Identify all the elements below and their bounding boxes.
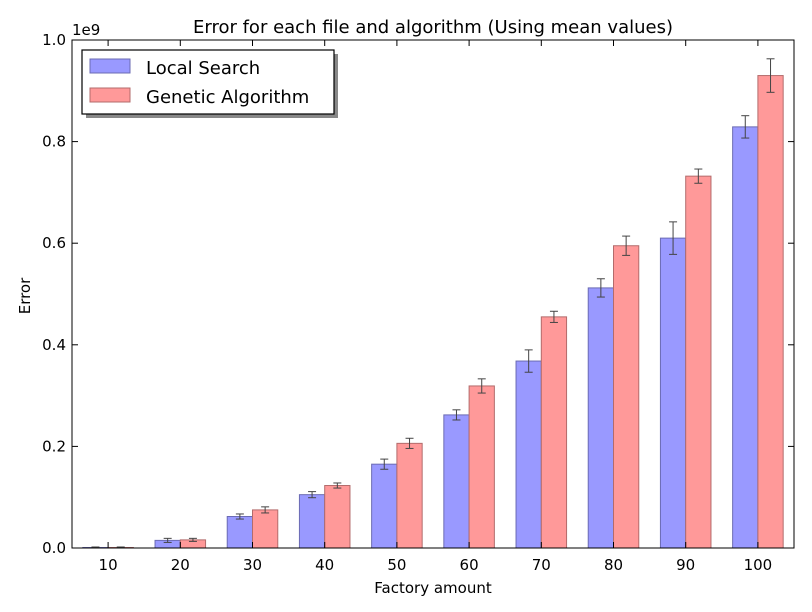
- x-tick-label: 80: [604, 556, 623, 574]
- error-bar-genetic-algorithm-100: [766, 58, 775, 93]
- error-bar-local-search-20: [163, 537, 172, 543]
- bar-genetic-algorithm-80: [613, 245, 640, 549]
- bar-local-search-70: [515, 360, 542, 549]
- y-tick-label: 0.6: [42, 234, 66, 252]
- y-tick-label: 0.0: [42, 539, 66, 557]
- bar-genetic-algorithm-100: [757, 75, 784, 549]
- error-bar-genetic-algorithm-20: [188, 537, 197, 542]
- error-bar-genetic-algorithm-50: [405, 437, 414, 449]
- error-bar-local-search-70: [524, 349, 533, 373]
- error-bar-genetic-algorithm-40: [333, 482, 342, 489]
- bar-local-search-30: [226, 516, 253, 549]
- error-bar-local-search-30: [235, 513, 244, 520]
- error-bar-genetic-algorithm-90: [694, 168, 703, 184]
- error-bar-genetic-algorithm-70: [549, 310, 558, 323]
- bar-genetic-algorithm-60: [468, 385, 495, 549]
- x-tick-label: 30: [243, 556, 262, 574]
- error-bar-genetic-algorithm-80: [622, 235, 631, 256]
- x-tick-label: 70: [532, 556, 551, 574]
- bar-local-search-90: [659, 237, 687, 549]
- x-axis-label: Factory amount: [374, 579, 492, 597]
- error-bar-genetic-algorithm-30: [261, 506, 270, 514]
- error-bar-local-search-100: [741, 115, 750, 139]
- x-tick-label: 20: [171, 556, 190, 574]
- bar-local-search-100: [732, 126, 759, 549]
- bar-genetic-algorithm-70: [540, 316, 568, 549]
- bars-layer: [82, 75, 784, 549]
- legend-label-genetic-algorithm: Genetic Algorithm: [146, 87, 309, 108]
- bar-genetic-algorithm-40: [324, 485, 351, 549]
- x-tick-label: 40: [315, 556, 334, 574]
- y-axis-label: Error: [16, 277, 34, 314]
- x-tick-label: 90: [676, 556, 695, 574]
- error-bar-local-search-80: [596, 278, 605, 298]
- y-scale-note: 1e9: [72, 21, 100, 39]
- plot-frame: [71, 39, 795, 549]
- y-tick-label: 1.0: [42, 31, 66, 49]
- x-tick-label: 100: [744, 556, 773, 574]
- bar-local-search-40: [298, 494, 326, 549]
- error-bar-genetic-algorithm-60: [477, 378, 486, 394]
- bar-local-search-50: [371, 463, 398, 549]
- legend-swatch-local-search: [89, 58, 131, 74]
- error-bar-local-search-60: [452, 409, 461, 421]
- bar-genetic-algorithm-30: [252, 509, 279, 549]
- bar-local-search-60: [443, 414, 470, 549]
- bar-genetic-algorithm-50: [396, 442, 423, 549]
- bar-local-search-80: [587, 287, 614, 549]
- y-tick-label: 0.2: [42, 437, 66, 455]
- y-tick-label: 0.4: [42, 336, 66, 354]
- chart-title: Error for each file and algorithm (Using…: [193, 17, 673, 38]
- x-tick-label: 10: [99, 556, 118, 574]
- bar-genetic-algorithm-90: [685, 175, 712, 549]
- x-tick-label: 60: [460, 556, 479, 574]
- legend-swatch-genetic-algorithm: [89, 87, 131, 103]
- x-tick-label: 50: [387, 556, 406, 574]
- error-bar-local-search-50: [380, 458, 389, 470]
- axes: 10 20 30 40 50 60 70 80 90 100 0.0 0.2 0.4 0.6 0.8 1.0: [42, 31, 794, 574]
- legend-label-local-search: Local Search: [146, 58, 260, 79]
- y-tick-label: 0.8: [42, 133, 66, 151]
- error-bar-local-search-40: [308, 491, 317, 499]
- legend: Local Search Genetic Algorithm: [81, 49, 338, 118]
- error-bar-local-search-90: [669, 221, 678, 255]
